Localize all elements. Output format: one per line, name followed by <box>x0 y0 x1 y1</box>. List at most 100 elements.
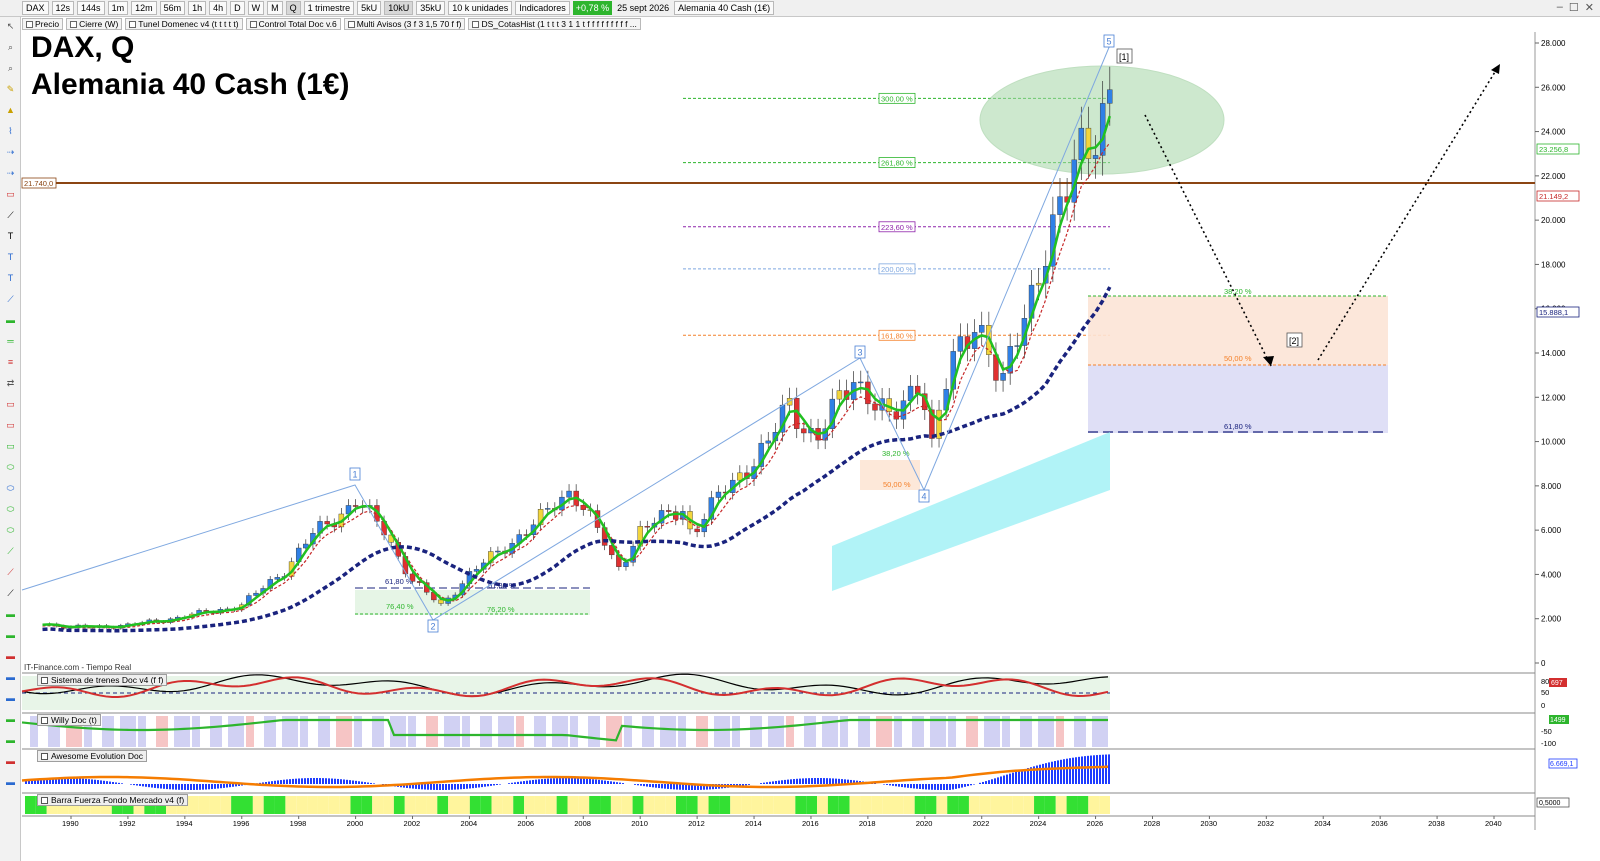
ellipse-icon[interactable]: ⬭ <box>6 482 15 493</box>
period-select[interactable]: 1 trimestre <box>303 1 355 15</box>
tool-icon[interactable]: ▬ <box>6 756 15 766</box>
line-icon[interactable]: ⟋ <box>7 209 14 220</box>
arrow-icon[interactable]: ⇢ <box>6 167 15 178</box>
wave-icon[interactable]: ⌇ <box>8 125 13 136</box>
indicator-tag-multi[interactable]: Multi Avisos (3 f 3 1,5 70 f f) <box>343 18 466 30</box>
price-chart[interactable]: 28.00026.00024.00022.00020.00018.00016.0… <box>21 31 1600 861</box>
indicator-tag-cotashist[interactable]: DS_CotasHist (1 t t t 3 1 1 t f f f f f … <box>468 18 641 30</box>
interval-w[interactable]: W <box>247 1 265 15</box>
indicator-tag-price[interactable]: Precio <box>22 18 64 30</box>
zoom-icon[interactable]: ⌕ <box>7 62 14 73</box>
units-35ku[interactable]: 35kU <box>416 1 446 15</box>
checkbox-icon <box>347 20 355 28</box>
channel-icon[interactable]: ═ <box>7 336 14 346</box>
indicator-tag-close[interactable]: Cierre (W) <box>66 18 123 30</box>
line-icon[interactable]: ⟋ <box>7 545 14 556</box>
wave-label-box <box>1103 34 1115 48</box>
awesome-bar <box>685 784 687 790</box>
units-select[interactable]: 10 k unidades <box>448 1 513 15</box>
pane-label-awesome[interactable]: Awesome Evolution Doc <box>37 750 147 762</box>
awesome-bar <box>361 781 363 784</box>
ma-price-tag: 15.888,1 <box>1539 308 1568 317</box>
awesome-bar <box>994 778 996 784</box>
line-icon[interactable]: ⟋ <box>7 587 14 598</box>
tool-icon[interactable]: ▬ <box>6 651 15 661</box>
barra-block <box>448 796 459 814</box>
tool-icon[interactable]: ▬ <box>6 609 15 619</box>
close-icon[interactable]: ✕ <box>1584 2 1594 14</box>
awesome-bar <box>1033 766 1035 784</box>
awesome-bar <box>700 784 702 790</box>
cursor-icon[interactable]: ↖ <box>6 20 15 31</box>
indicators-button[interactable]: Indicadores <box>515 1 570 15</box>
pane-label-willy[interactable]: Willy Doc (t) <box>37 714 101 726</box>
awesome-bar <box>1105 754 1107 784</box>
line-price-tag: 21.149,2 <box>1539 192 1568 201</box>
interval-12s[interactable]: 12s <box>51 1 75 15</box>
zoom-icon[interactable]: ⌕ <box>7 41 14 52</box>
triangle-icon[interactable]: ▲ <box>6 105 15 115</box>
awesome-bar <box>97 780 99 784</box>
line-icon[interactable]: ⟋ <box>7 293 14 304</box>
text-icon[interactable]: T <box>7 273 14 283</box>
indicator-tag-control[interactable]: Control Total Doc v.6 <box>245 18 341 30</box>
pane-label-trend[interactable]: Sistema de trenes Doc v4 (f f) <box>37 674 168 686</box>
willy-band <box>624 716 632 747</box>
interval-m[interactable]: M <box>267 1 283 15</box>
interval-56m[interactable]: 56m <box>159 1 186 15</box>
text-icon[interactable]: T <box>7 231 14 241</box>
symbol-select[interactable]: DAX <box>22 1 49 15</box>
rect-icon[interactable]: ▭ <box>6 440 15 451</box>
tool-icon[interactable]: ▬ <box>6 693 15 703</box>
interval-144s[interactable]: 144s <box>77 1 105 15</box>
tool-icon[interactable]: ▬ <box>6 672 15 682</box>
awesome-bar <box>892 784 894 786</box>
awesome-bar <box>835 778 837 784</box>
minimize-icon[interactable]: – <box>1556 1 1563 13</box>
ellipse-icon[interactable]: ⬭ <box>6 461 15 472</box>
rect-icon[interactable]: ▭ <box>6 398 15 409</box>
interval-12m[interactable]: 12m <box>131 1 157 15</box>
barra-block <box>936 796 948 814</box>
rect-icon[interactable]: ▭ <box>6 188 15 199</box>
indicator-tag-tunel[interactable]: Tunel Domenec v4 (t t t t t) <box>125 18 243 30</box>
tool-icon[interactable]: ▬ <box>6 714 15 724</box>
tool-icon[interactable]: ▬ <box>6 777 15 787</box>
interval-1h[interactable]: 1h <box>188 1 207 15</box>
pane-label-barra[interactable]: Barra Fuerza Fondo Mercado v4 (f) <box>37 794 189 806</box>
awesome-bar <box>973 784 975 785</box>
tool-icon[interactable]: ▬ <box>6 735 15 745</box>
awesome-bar <box>574 778 576 784</box>
interval-q[interactable]: Q <box>285 1 301 15</box>
interval-4h[interactable]: 4h <box>209 1 228 15</box>
awesome-bar <box>709 784 711 790</box>
awesome-bar <box>427 784 429 790</box>
interval-1m[interactable]: 1m <box>107 1 129 15</box>
units-5ku[interactable]: 5kU <box>357 1 382 15</box>
text-icon[interactable]: T <box>7 252 14 262</box>
awesome-bar <box>139 784 141 786</box>
ellipse-icon[interactable]: ⬭ <box>6 524 15 535</box>
hline-icon[interactable]: ▬ <box>6 315 15 325</box>
awesome-bar <box>280 780 282 784</box>
awesome-bar <box>193 784 195 790</box>
line-icon[interactable]: ⟋ <box>7 566 14 577</box>
barra-block <box>968 796 980 814</box>
awesome-bar <box>268 781 270 784</box>
ellipse-icon[interactable]: ⬭ <box>6 503 15 514</box>
arrow-icon[interactable]: ⇢ <box>6 146 15 157</box>
awesome-bar <box>937 784 939 790</box>
awesome-bar <box>229 784 231 788</box>
pencil-icon[interactable]: ✎ <box>6 83 15 94</box>
awesome-bar <box>271 781 273 784</box>
units-10ku[interactable]: 10kU <box>384 1 414 15</box>
interval-d[interactable]: D <box>230 1 245 15</box>
fib-icon[interactable]: ≡ <box>7 357 14 367</box>
awesome-bar <box>814 778 816 784</box>
awesome-bar <box>94 779 96 784</box>
rect-icon[interactable]: ▭ <box>6 419 15 430</box>
maximize-icon[interactable]: ☐ <box>1568 2 1579 14</box>
tool-icon[interactable]: ▬ <box>6 630 15 640</box>
awesome-bar <box>916 784 918 789</box>
swap-icon[interactable]: ⇄ <box>6 377 15 388</box>
